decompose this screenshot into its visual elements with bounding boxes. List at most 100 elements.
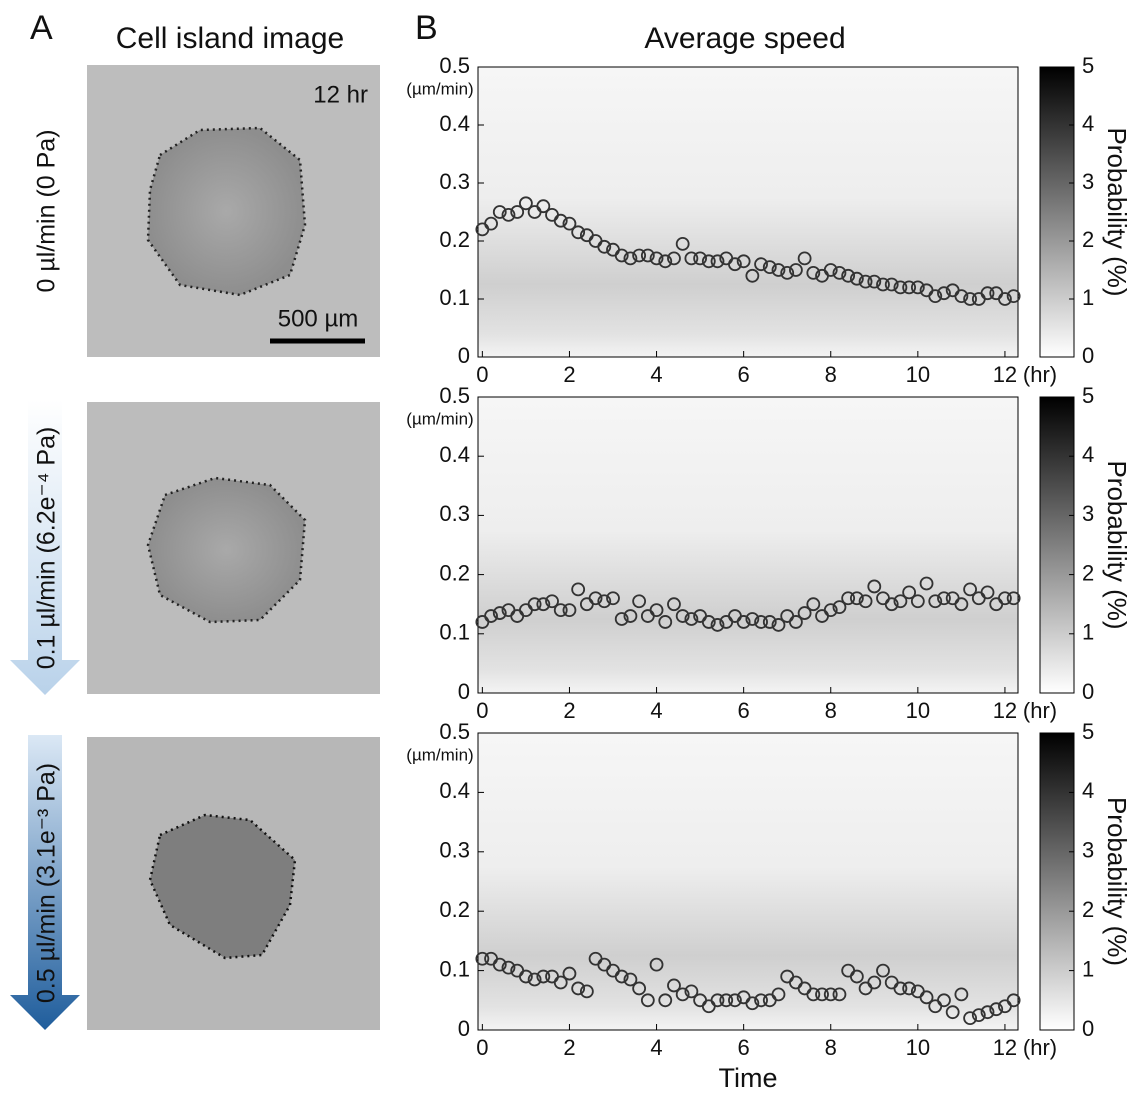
- data-point: [710, 993, 725, 1008]
- colorbar-tick-label: 4: [1082, 442, 1094, 467]
- panel-title: Average speed: [644, 22, 845, 55]
- data-point: [876, 963, 890, 978]
- x-tick-label: 2: [563, 698, 575, 723]
- plot-frame: [477, 732, 1019, 1031]
- data-point: [832, 987, 847, 1002]
- cell-island: [148, 813, 297, 960]
- x-tick-label: 6: [738, 1035, 750, 1060]
- data-point: [998, 591, 1012, 606]
- data-point: [910, 594, 925, 609]
- y-tick-label: 0: [458, 343, 470, 368]
- colorbar-tick-label: 3: [1082, 838, 1094, 863]
- x-tick-label: 0: [476, 698, 488, 723]
- data-point: [675, 987, 690, 1002]
- data-point: [832, 265, 847, 280]
- data-point: [823, 263, 838, 277]
- data-point: [980, 1005, 995, 1020]
- time-stamp: 12 hr: [313, 81, 368, 108]
- data-point: [815, 987, 829, 1002]
- data-point: [571, 981, 586, 996]
- data-point: [553, 975, 568, 990]
- x-tick-label: 4: [650, 1035, 662, 1060]
- heatmap: [478, 67, 1018, 357]
- data-point: [527, 597, 542, 612]
- data-point: [902, 585, 917, 600]
- x-tick-label: 10: [906, 698, 930, 723]
- heatmap: [478, 733, 1018, 1030]
- colorbar-tick-label: 0: [1082, 343, 1094, 368]
- data-point: [632, 981, 647, 996]
- data-point: [989, 1002, 1004, 1017]
- colorbar-label: Probability (%): [1102, 797, 1132, 966]
- colorbar: [1039, 66, 1075, 358]
- data-point: [971, 1008, 986, 1023]
- data-point: [998, 292, 1012, 306]
- colorbar-tick-label: 1: [1082, 956, 1094, 981]
- data-point: [762, 615, 777, 629]
- data-point: [545, 594, 559, 609]
- data-point: [858, 594, 873, 609]
- x-unit: (hr): [1023, 1035, 1057, 1060]
- data-point: [719, 993, 734, 1008]
- row-label: 0.5 µl/min (3.1e⁻³ Pa): [33, 763, 61, 1003]
- data-point: [614, 248, 629, 263]
- data-point: [754, 993, 768, 1008]
- data-point: [519, 196, 533, 211]
- data-point: [823, 987, 838, 1002]
- data-point: [893, 280, 908, 295]
- data-point: [954, 987, 969, 1002]
- x-tick-label: 12: [993, 1035, 1017, 1060]
- data-point: [867, 274, 882, 289]
- data-point: [1006, 993, 1021, 1008]
- x-tick-label: 12: [993, 698, 1017, 723]
- data-point: [797, 251, 812, 266]
- data-point: [963, 292, 977, 306]
- data-point: [536, 199, 551, 214]
- data-point: [893, 594, 908, 609]
- y-unit: (µm/min): [406, 409, 473, 428]
- data-point: [754, 615, 768, 629]
- data-point: [562, 216, 577, 231]
- data-point: [632, 248, 647, 263]
- data-point: [632, 594, 647, 609]
- data-point: [693, 251, 707, 266]
- y-tick-label: 0.3: [439, 169, 470, 194]
- data-point: [937, 993, 951, 1008]
- data-point: [640, 993, 655, 1008]
- panel-letter: A: [30, 9, 53, 47]
- colorbar-tick-label: 3: [1082, 169, 1094, 194]
- data-point: [484, 609, 498, 623]
- scale-label: 500 µm: [278, 305, 359, 332]
- data-point: [919, 990, 934, 1005]
- data-point: [928, 289, 943, 304]
- data-point: [954, 597, 969, 612]
- panel-letter: B: [415, 9, 438, 47]
- flow-arrow: [10, 400, 80, 695]
- data-point: [614, 969, 629, 984]
- data-point: [858, 274, 873, 289]
- x-axis-label: Time: [719, 1063, 778, 1093]
- data-point: [902, 280, 917, 295]
- data-point: [789, 615, 803, 629]
- data-point: [667, 597, 681, 612]
- colorbar-tick-label: 4: [1082, 778, 1094, 803]
- data-point: [771, 987, 786, 1002]
- data-point: [553, 603, 568, 618]
- data-point: [867, 579, 882, 594]
- colorbar-label: Probability (%): [1102, 460, 1132, 629]
- data-point: [667, 251, 681, 266]
- data-point: [597, 594, 612, 609]
- y-tick-label: 0.2: [439, 897, 470, 922]
- data-point: [823, 603, 838, 618]
- y-tick-label: 0.3: [439, 501, 470, 526]
- data-point: [667, 978, 681, 993]
- x-tick-label: 10: [906, 1035, 930, 1060]
- data-point: [710, 254, 725, 269]
- y-tick-label: 0.2: [439, 560, 470, 585]
- data-point: [902, 981, 917, 996]
- data-point: [579, 984, 594, 999]
- data-point: [536, 597, 551, 612]
- data-point: [867, 975, 882, 990]
- data-point: [806, 597, 821, 612]
